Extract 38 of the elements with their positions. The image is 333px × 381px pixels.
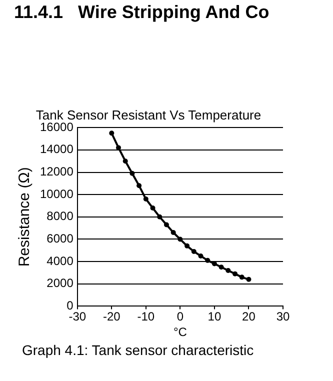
y-tick-label: 14000 (40, 142, 74, 156)
point (239, 274, 244, 280)
x-tick-label: -20 (102, 310, 121, 324)
point (150, 205, 156, 210)
y-tick-label: 4000 (46, 254, 74, 268)
point (184, 243, 190, 248)
x-tick-label: 10 (208, 310, 222, 324)
y-tick-label: 6000 (46, 232, 74, 246)
point (198, 253, 204, 258)
y-tick-label: 10000 (40, 186, 74, 201)
point (143, 196, 148, 202)
y-tick-label: 16000 (40, 120, 74, 134)
point (178, 236, 183, 242)
x-tick-label: -10 (137, 310, 155, 324)
point (218, 264, 224, 270)
point (164, 222, 169, 228)
y-axis-title: Resistance (Ω) (16, 167, 34, 267)
y-tick-label: 2000 (46, 276, 74, 290)
point (109, 130, 114, 136)
point (136, 183, 142, 188)
point (191, 249, 196, 254)
chart-title: Tank Sensor Resistant Vs Temperature (36, 107, 262, 122)
x-tick-label: 30 (276, 310, 290, 324)
text: 11.4.1 Wire Stripping And Co (14, 2, 270, 23)
x-tick-label: 20 (242, 310, 256, 324)
point (205, 258, 210, 263)
y-tick-label: 12000 (40, 164, 74, 179)
point (246, 276, 252, 282)
point (170, 230, 176, 236)
point (130, 170, 135, 176)
point (232, 271, 238, 276)
point (157, 214, 162, 220)
point (122, 158, 128, 164)
caption: Graph 4.1: Tank sensor characteristic (22, 342, 254, 358)
point (226, 268, 231, 273)
x-axis-title: °C (173, 325, 188, 340)
x-tick-label: 0 (176, 310, 184, 324)
y-tick-label: 8000 (46, 209, 74, 224)
